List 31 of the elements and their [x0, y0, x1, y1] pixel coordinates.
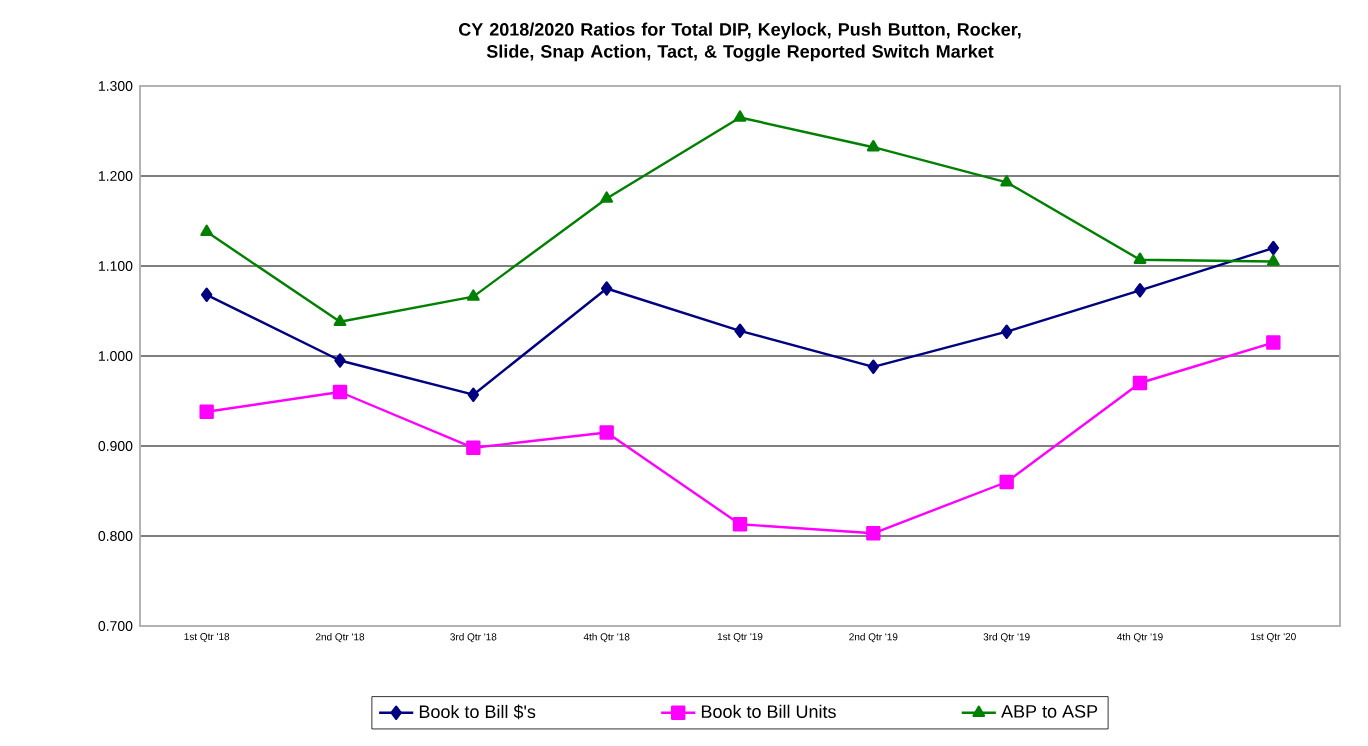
point	[1266, 335, 1281, 350]
point	[866, 526, 881, 541]
point	[334, 353, 346, 368]
legend-label: Book to Bill $'s	[419, 704, 536, 720]
point	[1000, 175, 1014, 187]
point	[200, 224, 214, 236]
point	[732, 517, 748, 532]
point	[1133, 252, 1147, 264]
point	[734, 323, 746, 338]
point	[866, 140, 880, 152]
point	[1134, 283, 1146, 298]
point	[466, 440, 481, 455]
point	[199, 404, 214, 419]
point	[599, 425, 614, 440]
point	[333, 314, 347, 326]
point	[466, 289, 480, 301]
point	[600, 281, 613, 296]
point	[1267, 240, 1280, 256]
point	[1266, 254, 1280, 266]
point	[999, 474, 1014, 490]
point	[467, 387, 480, 402]
point	[200, 287, 213, 302]
point	[733, 110, 747, 122]
point	[1132, 375, 1148, 391]
legend-label: Book to Bill Units	[701, 704, 836, 718]
point	[867, 359, 880, 374]
point	[332, 384, 348, 400]
legend-label: ABP to ASP	[1001, 704, 1098, 718]
point	[600, 191, 614, 203]
point	[1000, 324, 1013, 339]
chart-title: CY 2018/2020 Ratios for Total DIP, Keylock, Push Button, Rocker, Slide, Snap Action, Tact, & Toggle Reported Switch Market	[459, 22, 1021, 62]
